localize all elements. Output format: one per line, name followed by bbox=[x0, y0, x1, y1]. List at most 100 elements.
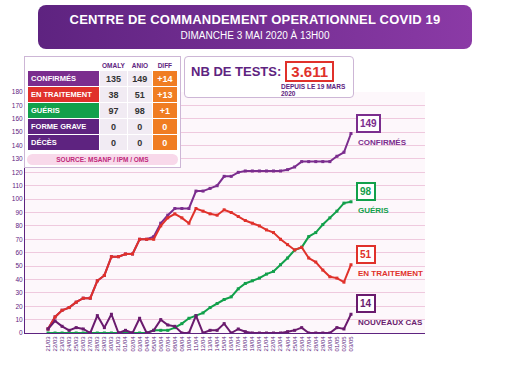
svg-text:180: 180 bbox=[12, 88, 23, 95]
svg-text:25/04: 25/04 bbox=[292, 336, 298, 352]
svg-text:05/04: 05/04 bbox=[151, 336, 157, 352]
svg-text:22/04: 22/04 bbox=[270, 336, 276, 352]
html-text:0: 0 bbox=[137, 121, 143, 132]
html-text:3.611: 3.611 bbox=[291, 63, 328, 80]
html-text:135: 135 bbox=[105, 73, 121, 84]
svg-text:30/04: 30/04 bbox=[327, 336, 333, 352]
svg-text:17/04: 17/04 bbox=[235, 336, 241, 352]
svg-text:07/04: 07/04 bbox=[165, 336, 171, 352]
svg-text:98: 98 bbox=[360, 186, 372, 197]
svg-text:70: 70 bbox=[15, 236, 23, 243]
html-text:GUÉRIS: GUÉRIS bbox=[31, 106, 60, 115]
html-text:ANIO: ANIO bbox=[131, 61, 148, 69]
svg-text:09/04: 09/04 bbox=[179, 336, 185, 352]
svg-text:149: 149 bbox=[360, 118, 377, 129]
html-text:98: 98 bbox=[134, 105, 145, 116]
svg-text:110: 110 bbox=[12, 182, 23, 189]
svg-text:26/04: 26/04 bbox=[299, 336, 305, 352]
html-text:38: 38 bbox=[108, 89, 119, 100]
svg-text:10: 10 bbox=[15, 316, 23, 323]
svg-text:21/04: 21/04 bbox=[263, 336, 269, 352]
html-text:DEPUIS LE 19 MARS 2020: DEPUIS LE 19 MARS 2020 bbox=[281, 83, 346, 97]
html-text:0: 0 bbox=[110, 137, 116, 148]
html-text:+13: +13 bbox=[157, 89, 173, 100]
svg-text:15/04: 15/04 bbox=[221, 336, 227, 352]
svg-text:10/04: 10/04 bbox=[186, 336, 192, 352]
svg-text:NOUVEAUX CAS: NOUVEAUX CAS bbox=[358, 318, 423, 327]
svg-text:03/04: 03/04 bbox=[137, 336, 143, 352]
html-text:0: 0 bbox=[162, 121, 168, 132]
svg-text:01/04: 01/04 bbox=[122, 336, 128, 352]
html-text:DIMANCHE 3 MAI 2020 À 13H00: DIMANCHE 3 MAI 2020 À 13H00 bbox=[180, 30, 330, 41]
svg-text:22/03: 22/03 bbox=[52, 336, 58, 352]
svg-text:130: 130 bbox=[12, 155, 23, 162]
svg-text:28/03: 28/03 bbox=[94, 336, 100, 352]
svg-text:25/03: 25/03 bbox=[73, 336, 79, 352]
html-text:97: 97 bbox=[108, 105, 119, 116]
svg-text:90: 90 bbox=[15, 209, 23, 216]
svg-text:24/04: 24/04 bbox=[285, 336, 291, 352]
svg-text:GUÉRIS: GUÉRIS bbox=[358, 206, 389, 215]
svg-text:28/04: 28/04 bbox=[313, 336, 319, 352]
svg-text:140: 140 bbox=[12, 142, 23, 149]
html-text:CONFIRMÉS: CONFIRMÉS bbox=[31, 74, 76, 83]
svg-text:160: 160 bbox=[12, 115, 23, 122]
html-text:51: 51 bbox=[134, 89, 145, 100]
svg-text:0: 0 bbox=[19, 329, 23, 336]
html-text:DIFF: DIFF bbox=[157, 61, 173, 69]
svg-text:23/03: 23/03 bbox=[59, 336, 65, 352]
svg-text:06/04: 06/04 bbox=[158, 336, 164, 352]
svg-text:29/04: 29/04 bbox=[320, 336, 326, 352]
html-text:OMALY: OMALY bbox=[102, 61, 125, 69]
svg-text:01/05: 01/05 bbox=[334, 336, 340, 352]
svg-text:100: 100 bbox=[12, 195, 23, 202]
svg-text:13/04: 13/04 bbox=[207, 336, 213, 352]
svg-text:20: 20 bbox=[15, 302, 23, 309]
svg-text:120: 120 bbox=[12, 169, 23, 176]
html-text:SOURCE: MSANP / IPM / OMS: SOURCE: MSANP / IPM / OMS bbox=[56, 156, 149, 163]
svg-text:19/04: 19/04 bbox=[249, 336, 255, 352]
html-text:0: 0 bbox=[162, 137, 168, 148]
html-text:DÉCÈS: DÉCÈS bbox=[31, 138, 57, 147]
svg-text:EN TRAITEMENT: EN TRAITEMENT bbox=[358, 269, 423, 278]
html-text:+14: +14 bbox=[157, 73, 173, 84]
html-text:CENTRE DE COMMANDEMENT OPERATI: CENTRE DE COMMANDEMENT OPERATIONNEL COVI… bbox=[69, 12, 441, 27]
html-text:NB DE TESTS:: NB DE TESTS: bbox=[191, 64, 282, 79]
svg-text:03/05: 03/05 bbox=[348, 336, 354, 352]
svg-text:02/04: 02/04 bbox=[130, 336, 136, 352]
svg-text:16/04: 16/04 bbox=[228, 336, 234, 352]
svg-text:02/05: 02/05 bbox=[341, 336, 347, 352]
html-text:+1: +1 bbox=[159, 105, 170, 116]
svg-text:170: 170 bbox=[12, 102, 23, 109]
svg-text:27/03: 27/03 bbox=[87, 336, 93, 352]
svg-text:24/03: 24/03 bbox=[66, 336, 72, 352]
html-text:0: 0 bbox=[110, 121, 116, 132]
svg-text:80: 80 bbox=[15, 222, 23, 229]
svg-text:14: 14 bbox=[360, 298, 372, 309]
svg-text:20/04: 20/04 bbox=[256, 336, 262, 352]
svg-text:11/04: 11/04 bbox=[193, 336, 199, 351]
svg-text:27/04: 27/04 bbox=[306, 336, 312, 352]
svg-text:30/03: 30/03 bbox=[108, 336, 114, 352]
svg-text:23/04: 23/04 bbox=[277, 336, 283, 352]
svg-text:CONFIRMÉS: CONFIRMÉS bbox=[358, 138, 407, 147]
svg-text:08/04: 08/04 bbox=[172, 336, 178, 352]
svg-text:40: 40 bbox=[15, 276, 23, 283]
svg-text:50: 50 bbox=[15, 262, 23, 269]
svg-text:14/04: 14/04 bbox=[214, 336, 220, 352]
svg-text:26/03: 26/03 bbox=[80, 336, 86, 352]
svg-text:18/04: 18/04 bbox=[242, 336, 248, 352]
svg-text:60: 60 bbox=[15, 249, 23, 256]
svg-text:12/04: 12/04 bbox=[200, 336, 206, 352]
html-text:149: 149 bbox=[132, 73, 148, 84]
html-text:0: 0 bbox=[137, 137, 143, 148]
svg-text:29/03: 29/03 bbox=[101, 336, 107, 352]
html-text:FORME GRAVE: FORME GRAVE bbox=[31, 122, 87, 131]
html-text:EN TRAITEMENT: EN TRAITEMENT bbox=[31, 90, 92, 99]
svg-text:04/04: 04/04 bbox=[144, 336, 150, 352]
svg-text:150: 150 bbox=[12, 128, 23, 135]
svg-text:31/03: 31/03 bbox=[115, 336, 121, 352]
svg-text:30: 30 bbox=[15, 289, 23, 296]
svg-text:51: 51 bbox=[360, 249, 372, 260]
svg-text:21/03: 21/03 bbox=[45, 336, 51, 352]
